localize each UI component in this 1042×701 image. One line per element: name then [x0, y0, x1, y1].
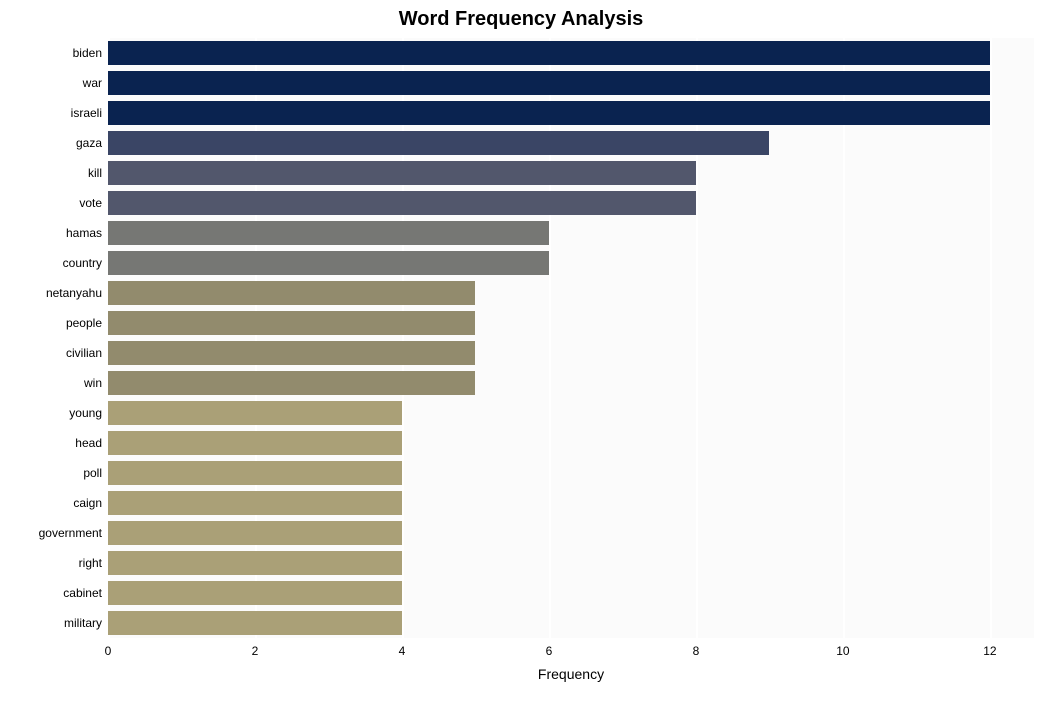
y-tick-label: military: [64, 616, 102, 630]
bar: [108, 101, 990, 124]
y-tick-label: vote: [79, 196, 102, 210]
word-frequency-chart: Word Frequency Analysis biden war israeli g…: [0, 0, 1042, 701]
bar: [108, 41, 990, 64]
y-tick-label: civilian: [66, 346, 102, 360]
y-tick-label: right: [79, 556, 102, 570]
y-tick-label: win: [84, 376, 102, 390]
bar: [108, 161, 696, 184]
y-tick-label: kill: [88, 166, 102, 180]
y-tick-label: head: [75, 436, 102, 450]
plot-area: [108, 38, 1034, 638]
bar: [108, 131, 769, 154]
x-tick-label: 12: [983, 644, 996, 658]
y-tick-label: war: [83, 76, 102, 90]
bar: [108, 401, 402, 424]
bar: [108, 521, 402, 544]
bar: [108, 311, 475, 334]
y-tick-label: netanyahu: [46, 286, 102, 300]
x-tick-label: 6: [546, 644, 553, 658]
bar: [108, 371, 475, 394]
x-axis-ticks: 0 2 4 6 8 10 12: [108, 644, 1034, 664]
y-tick-label: caign: [73, 496, 102, 510]
bars-layer: [108, 38, 1034, 638]
bar: [108, 71, 990, 94]
chart-title: Word Frequency Analysis: [0, 0, 1042, 31]
bar: [108, 551, 402, 574]
bar: [108, 491, 402, 514]
x-axis-title: Frequency: [108, 666, 1034, 682]
bar: [108, 341, 475, 364]
y-tick-label: people: [66, 316, 102, 330]
y-tick-label: poll: [83, 466, 102, 480]
x-tick-label: 8: [693, 644, 700, 658]
y-tick-label: cabinet: [63, 586, 102, 600]
y-tick-label: gaza: [76, 136, 102, 150]
x-tick-label: 10: [836, 644, 849, 658]
x-tick-label: 0: [105, 644, 112, 658]
y-tick-label: country: [63, 256, 102, 270]
bar: [108, 581, 402, 604]
bar: [108, 251, 549, 274]
bar: [108, 611, 402, 634]
x-tick-label: 4: [399, 644, 406, 658]
y-tick-label: biden: [73, 46, 102, 60]
y-tick-label: hamas: [66, 226, 102, 240]
bar: [108, 461, 402, 484]
y-tick-label: israeli: [71, 106, 102, 120]
bar: [108, 431, 402, 454]
x-tick-label: 2: [252, 644, 259, 658]
y-tick-label: government: [39, 526, 102, 540]
bar: [108, 281, 475, 304]
bar: [108, 191, 696, 214]
y-axis-labels: biden war israeli gaza kill vote hamas country n…: [0, 38, 108, 638]
bar: [108, 221, 549, 244]
y-tick-label: young: [69, 406, 102, 420]
